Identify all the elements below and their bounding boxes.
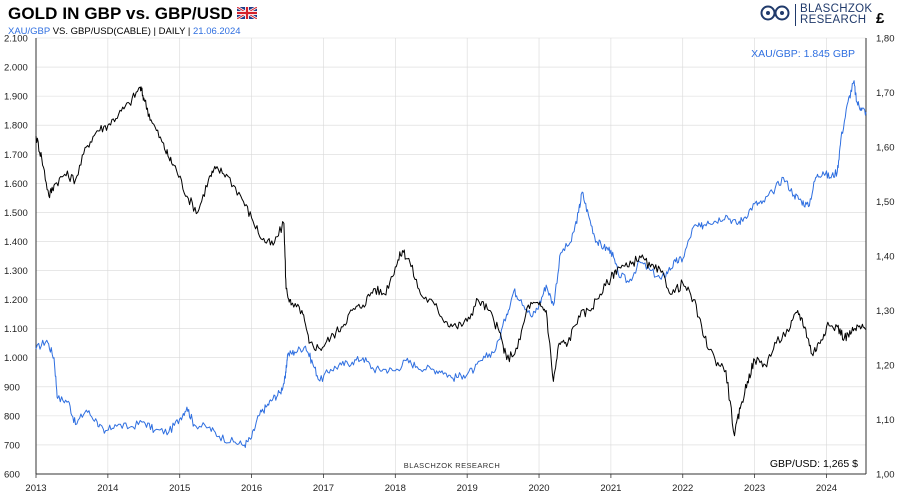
x-axis-tick-label: 2023 — [744, 483, 765, 494]
right-axis-tick-label: 1,30 — [876, 306, 895, 317]
x-axis-tick-label: 2022 — [672, 483, 693, 494]
right-axis-tick-label: 1,20 — [876, 361, 895, 372]
left-axis-tick-label: 900 — [4, 382, 20, 393]
brand-logo: BLASCHZOK RESEARCH — [759, 2, 872, 27]
chart-subtitle: XAU/GBP VS. GBP/USD(CABLE) | DAILY | 21.… — [8, 26, 241, 37]
x-axis-tick-label: 2017 — [313, 483, 334, 494]
x-axis-tick-label: 2020 — [528, 483, 549, 494]
left-axis-tick-label: 1.300 — [4, 266, 28, 277]
left-axis-tick-label: 1.800 — [4, 121, 28, 132]
uk-flag-icon — [236, 4, 258, 24]
x-axis-tick-label: 2013 — [25, 483, 46, 494]
left-axis-tick-label: 1.200 — [4, 295, 28, 306]
right-axis-tick-label: 1,50 — [876, 197, 895, 208]
x-axis-tick-label: 2016 — [241, 483, 262, 494]
currency-symbol: £ — [876, 10, 885, 27]
series-line-xau-gbp — [35, 80, 867, 448]
left-axis-tick-label: 800 — [4, 411, 20, 422]
left-axis-tick-label: 2.000 — [4, 63, 28, 74]
chart-title-text: GOLD IN GBP vs. GBP/USD — [8, 4, 233, 23]
x-axis-tick-label: 2015 — [169, 483, 190, 494]
left-axis-tick-label: 1.500 — [4, 208, 28, 219]
left-axis-tick-label: 1.900 — [4, 92, 28, 103]
right-axis-tick-label: 1,00 — [876, 470, 895, 481]
left-axis-tick-label: 1.100 — [4, 324, 28, 335]
subtitle-series1: XAU/GBP — [8, 26, 51, 37]
right-axis-tick-label: 1,70 — [876, 88, 895, 99]
chart-watermark: BLASCHZOK RESEARCH — [404, 461, 500, 470]
blaschzok-logo-icon — [759, 2, 791, 27]
annotation-gbp-usd: GBP/USD: 1,265 $ — [770, 458, 858, 470]
right-axis-tick-label: 1,10 — [876, 415, 895, 426]
chart-title: GOLD IN GBP vs. GBP/USD — [8, 4, 258, 24]
left-axis-tick-label: 700 — [4, 440, 20, 451]
right-axis-tick-label: 1,40 — [876, 252, 895, 263]
left-axis-tick-label: 600 — [4, 470, 20, 481]
x-axis-tick-label: 2014 — [97, 483, 118, 494]
series-line-gbp-usd — [35, 86, 867, 437]
left-axis-tick-label: 1.600 — [4, 179, 28, 190]
logo-line2: RESEARCH — [800, 13, 867, 26]
x-axis-tick-label: 2018 — [385, 483, 406, 494]
right-axis-tick-label: 1,60 — [876, 143, 895, 154]
subtitle-middle: VS. GBP/USD(CABLE) | DAILY | — [50, 26, 193, 37]
subtitle-date: 21.06.2024 — [192, 26, 241, 37]
annotation-gold-gbp: XAU/GBP: 1.845 GBP — [751, 48, 855, 60]
x-axis-tick-label: 2019 — [457, 483, 478, 494]
x-axis-tick-label: 2021 — [600, 483, 621, 494]
left-axis-tick-label: 1.400 — [4, 237, 28, 248]
x-axis-tick-label: 2024 — [816, 483, 837, 494]
right-axis-tick-label: 1,80 — [876, 34, 895, 45]
left-axis-tick-label: 2.100 — [4, 34, 28, 45]
logo-line1: BLASCHZOK — [800, 2, 873, 15]
left-axis-tick-label: 1.700 — [4, 150, 28, 161]
left-axis-tick-label: 1.000 — [4, 353, 28, 364]
